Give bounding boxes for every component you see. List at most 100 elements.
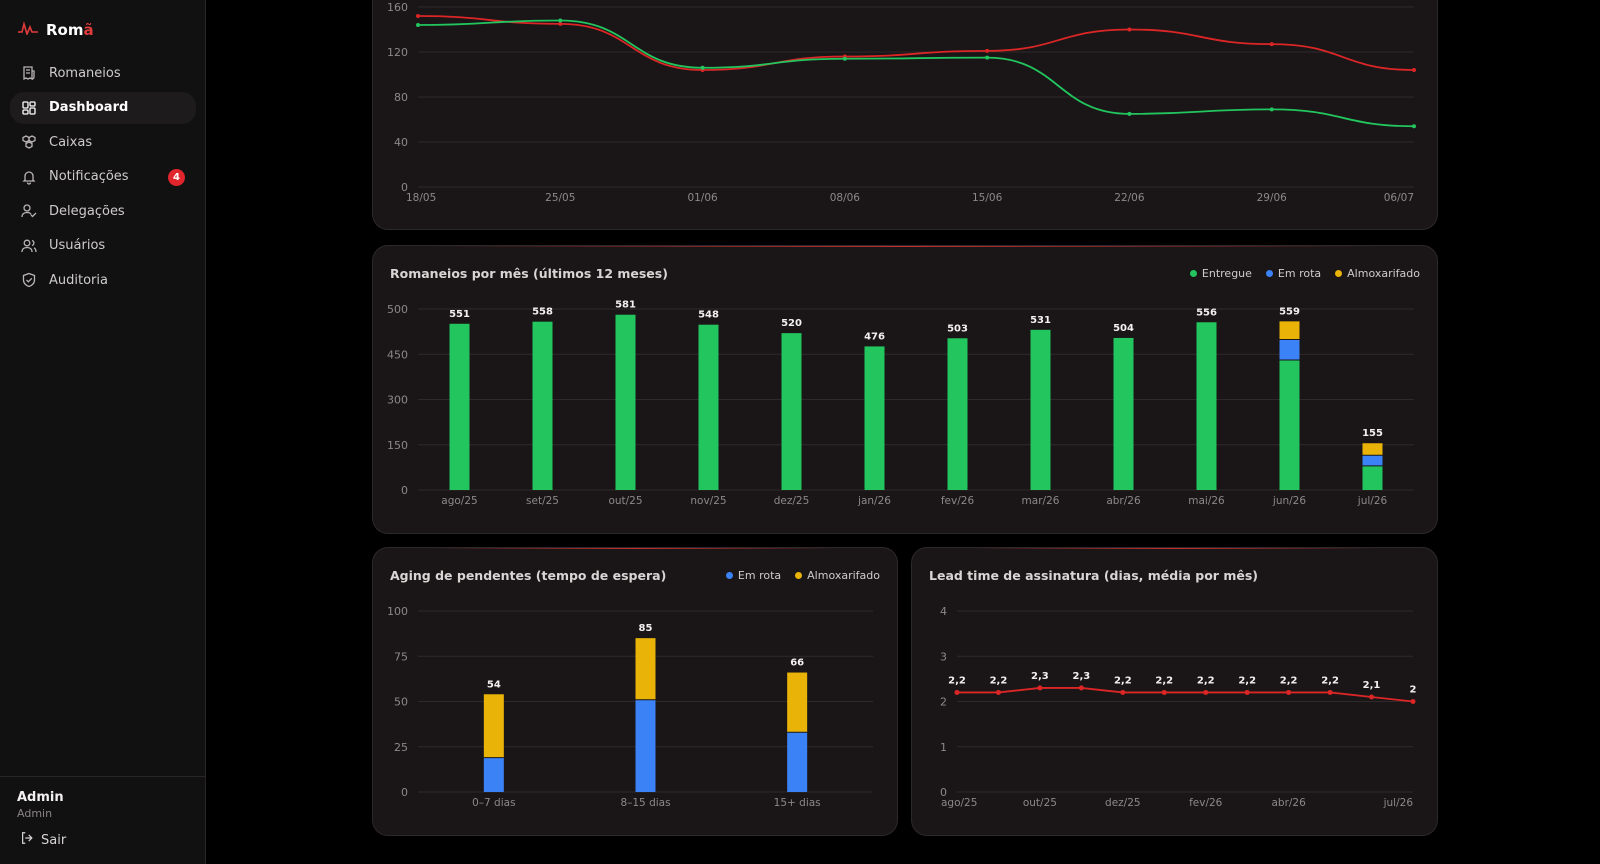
y-tick-label: 300 bbox=[387, 394, 408, 407]
x-tick-label: ago/25 bbox=[441, 495, 477, 507]
card-title: Lead time de assinatura (dias, média por… bbox=[929, 568, 1258, 583]
x-tick-label: jul/26 bbox=[1383, 797, 1414, 809]
bar-segment bbox=[1196, 322, 1217, 490]
trend-line-chart: 0 40 80 120 160 18/05 25/05 01/06 08/06 15/06 22/0… bbox=[387, 1, 1416, 204]
x-tick-label: 8–15 dias bbox=[620, 797, 670, 809]
data-label: 2,2 bbox=[1114, 675, 1132, 686]
lead-time-card: Lead time de assinatura (dias, média por… bbox=[911, 547, 1438, 836]
data-point bbox=[1286, 689, 1292, 695]
bar-total-label: 85 bbox=[639, 623, 653, 634]
bar-segment bbox=[1362, 443, 1383, 456]
bar-segment bbox=[1362, 465, 1383, 490]
data-point bbox=[1269, 107, 1274, 112]
series-line bbox=[957, 687, 1414, 703]
bar-segment bbox=[635, 638, 656, 700]
user-name: Admin bbox=[17, 790, 64, 805]
data-point bbox=[1412, 124, 1416, 129]
boxes-icon bbox=[20, 133, 38, 151]
data-label: 2,2 bbox=[1321, 675, 1339, 686]
bar-total-label: 556 bbox=[1196, 307, 1217, 318]
sidebar-item-usuarios[interactable]: Usuários bbox=[10, 230, 196, 262]
data-label: 2,3 bbox=[1073, 671, 1091, 682]
bar-segment bbox=[698, 324, 719, 490]
legend-item-almoxarifado[interactable]: Almoxarifado bbox=[795, 569, 880, 582]
monthly-bar-chart: 0 150 300 450 500 ago/25 551 set/25 558 out/25 581… bbox=[387, 300, 1414, 507]
chart-legend: Em rota Almoxarifado bbox=[725, 569, 880, 582]
legend-item-em-rota[interactable]: Em rota bbox=[725, 569, 781, 582]
data-point bbox=[558, 21, 563, 26]
legend-item-almoxarifado[interactable]: Almoxarifado bbox=[1335, 267, 1420, 280]
bar-segment bbox=[483, 694, 504, 758]
chart-legend: Entregue Em rota Almoxarifado bbox=[1189, 267, 1420, 280]
data-point bbox=[1127, 111, 1132, 116]
x-tick-label: jul/26 bbox=[1357, 495, 1388, 507]
legend-label: Entregue bbox=[1201, 267, 1252, 280]
x-tick-label: 01/06 bbox=[687, 192, 718, 204]
y-tick-label: 120 bbox=[387, 46, 408, 59]
data-label: 2,2 bbox=[990, 675, 1008, 686]
y-tick-label: 40 bbox=[394, 136, 408, 149]
x-tick-label: dez/25 bbox=[774, 495, 810, 507]
x-tick-label: dez/25 bbox=[1105, 797, 1141, 809]
bar-segment bbox=[483, 757, 504, 792]
brand-name: Romã bbox=[46, 20, 94, 39]
aging-pending-card: Aging de pendentes (tempo de espera) Em … bbox=[372, 547, 898, 836]
y-tick-label: 1 bbox=[940, 741, 947, 754]
legend-dot bbox=[795, 572, 803, 579]
data-point bbox=[700, 65, 705, 70]
legend-label: Almoxarifado bbox=[807, 569, 880, 582]
data-point bbox=[1037, 685, 1043, 691]
sidebar-item-romaneios[interactable]: Romaneios bbox=[10, 57, 196, 89]
bar-segment bbox=[781, 333, 802, 490]
data-point bbox=[1244, 689, 1250, 695]
data-point bbox=[1161, 689, 1167, 695]
legend-dot bbox=[725, 572, 733, 579]
data-point bbox=[416, 23, 420, 27]
data-point bbox=[1412, 68, 1416, 72]
sidebar-item-dashboard[interactable]: Dashboard bbox=[10, 91, 196, 124]
x-tick-label: out/25 bbox=[1023, 797, 1057, 809]
bar-total-label: 531 bbox=[1030, 315, 1051, 326]
y-tick-label: 100 bbox=[387, 605, 408, 618]
card-accent-line bbox=[972, 548, 1377, 549]
y-tick-label: 25 bbox=[394, 741, 408, 754]
pulse-logo-icon bbox=[18, 20, 38, 39]
legend-item-em-rota[interactable]: Em rota bbox=[1265, 267, 1321, 280]
bar-segment bbox=[787, 732, 808, 792]
brand-logo[interactable]: Romã bbox=[18, 20, 94, 39]
data-label: 2,2 bbox=[1280, 675, 1298, 686]
x-tick-label: 29/06 bbox=[1257, 192, 1288, 204]
sidebar-item-delegacoes[interactable]: Delegações bbox=[10, 195, 196, 227]
card-accent-line bbox=[433, 548, 837, 549]
bar-total-label: 66 bbox=[790, 658, 804, 669]
logout-button[interactable]: Sair bbox=[20, 831, 66, 849]
data-point bbox=[558, 18, 563, 23]
legend-item-entregue[interactable]: Entregue bbox=[1189, 267, 1252, 280]
sidebar-item-label: Dashboard bbox=[49, 100, 129, 115]
x-tick-label: 15/06 bbox=[972, 192, 1003, 204]
logout-label: Sair bbox=[41, 832, 67, 848]
y-tick-label: 160 bbox=[387, 1, 408, 14]
bar-total-label: 559 bbox=[1279, 306, 1300, 317]
y-tick-label: 500 bbox=[387, 303, 408, 316]
x-tick-label: mar/26 bbox=[1022, 495, 1060, 507]
sidebar-item-auditoria[interactable]: Auditoria bbox=[10, 264, 196, 296]
data-point bbox=[985, 48, 990, 53]
sidebar-item-caixas[interactable]: Caixas bbox=[10, 126, 196, 158]
bar-total-label: 551 bbox=[449, 309, 470, 320]
user-panel: Admin Admin Sair bbox=[0, 776, 206, 864]
card-accent-line bbox=[433, 246, 1377, 247]
bar-total-label: 476 bbox=[864, 331, 885, 342]
sidebar-item-label: Delegações bbox=[49, 203, 125, 219]
data-point bbox=[1120, 689, 1126, 695]
bar-segment bbox=[864, 346, 885, 490]
sidebar-item-notificacoes[interactable]: Notificações 4 bbox=[10, 161, 196, 193]
bar-total-label: 581 bbox=[615, 300, 636, 311]
x-tick-label: fev/26 bbox=[941, 495, 975, 507]
bar-segment bbox=[947, 338, 968, 490]
bar-segment bbox=[1279, 339, 1300, 360]
x-tick-label: 25/05 bbox=[545, 192, 575, 204]
y-tick-label: 2 bbox=[940, 696, 947, 709]
series-line bbox=[417, 19, 1415, 128]
data-label: 2,2 bbox=[1197, 675, 1215, 686]
